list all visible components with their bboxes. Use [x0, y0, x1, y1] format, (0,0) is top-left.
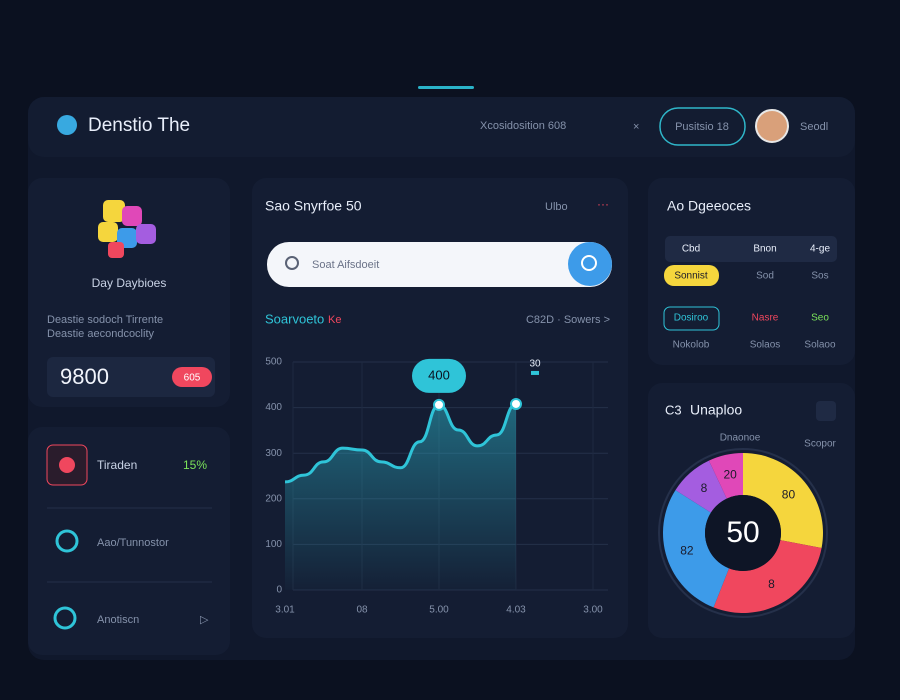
menu-label[interactable]: Aao/Tunnostor	[97, 537, 169, 549]
table-cell: Sos	[811, 271, 828, 282]
segment-label: 82	[680, 543, 694, 557]
expand-button[interactable]	[816, 401, 836, 421]
profile-card	[28, 178, 230, 407]
table-cell: Bnon	[753, 244, 776, 255]
y-tick-label: 200	[265, 493, 282, 504]
donut-side: Scopor	[804, 439, 836, 450]
profile-line: Deastie sodoch Tirrente	[47, 314, 163, 326]
tooltip-label: 400	[428, 367, 450, 382]
y-tick-label: 400	[265, 402, 282, 413]
donut-center: 50	[726, 516, 759, 549]
search-placeholder: Soat Aifsdoeit	[312, 259, 379, 271]
donut-segment[interactable]	[743, 453, 824, 548]
y-tick-label: 100	[265, 539, 282, 550]
y-tick-label: 300	[265, 448, 282, 459]
donut-ring	[658, 448, 828, 618]
segment-label: 8	[701, 481, 708, 495]
chart-card-action[interactable]: Ulbo	[545, 201, 568, 213]
header-info: Xcosidosition 608	[480, 120, 566, 132]
segment-label: 8	[768, 577, 775, 591]
segment-label: 80	[782, 488, 796, 502]
user-name: Seodl	[800, 121, 828, 133]
menu-value: 15%	[183, 458, 207, 472]
amount-badge	[172, 367, 212, 387]
donut-chart: 80 8 82 8 20 50	[663, 453, 824, 613]
device-table: Cbd Bnon 4-ge Sonnist Sod Sos Dosiroo Nasre Seo N…	[673, 244, 836, 351]
avatar[interactable]	[755, 109, 789, 143]
table-cell: Seo	[811, 313, 829, 324]
line-chart: 0 100 200 300 400 500 3.01 08 5.00 4.03 3.00 400 30	[265, 357, 608, 616]
top-indicator	[418, 86, 474, 89]
search-bar[interactable]	[267, 242, 612, 287]
x-tick-label: 4.03	[506, 605, 526, 616]
outline-pill	[663, 306, 720, 331]
chart-subtitle: Soarvoeto	[265, 311, 324, 326]
donut-segment[interactable]	[675, 460, 727, 513]
menu-icon	[53, 606, 77, 630]
annotation: 30	[529, 359, 541, 370]
highlight-pill	[664, 265, 719, 286]
profile-line: Deastie aecondcoclity	[47, 328, 155, 340]
close-icon[interactable]: ×	[633, 121, 639, 133]
amount-badge-label: 605	[184, 373, 201, 384]
brand-logo	[57, 115, 77, 135]
table-cell: Sod	[756, 271, 774, 282]
annotation-marker	[531, 370, 539, 375]
amount: 9800	[60, 364, 109, 389]
donut-title: Unaploo	[690, 402, 742, 418]
table-header	[665, 236, 837, 262]
chart-subtitle-tag: Ke	[328, 314, 341, 326]
donut-icon: C3	[665, 402, 682, 417]
header-button-label: Pusitsio 18	[675, 121, 729, 133]
tooltip	[412, 358, 466, 393]
point-marker[interactable]	[510, 397, 522, 410]
table-cell: Solaoo	[804, 340, 836, 351]
x-tick-label: 3.01	[275, 605, 295, 616]
donut-hole	[705, 495, 781, 571]
table-cell: Nokolob	[673, 340, 710, 351]
donut-segment[interactable]	[663, 490, 730, 608]
donut-segment[interactable]	[708, 453, 743, 499]
chart-filter[interactable]: C82D · Sowers >	[526, 314, 610, 326]
profile-title: Day Daybioes	[92, 276, 167, 290]
profile-icon	[98, 200, 156, 258]
menu-icon	[55, 529, 79, 553]
search-button[interactable]	[568, 242, 612, 286]
menu-arrow[interactable]: ▷	[200, 614, 209, 626]
x-tick-label: 3.00	[583, 605, 603, 616]
table-cell: 4-ge	[810, 244, 830, 255]
y-tick-label: 0	[276, 585, 282, 596]
line-area	[285, 403, 516, 590]
search-button-icon	[581, 255, 597, 271]
menu-label[interactable]: Tiraden	[97, 458, 137, 472]
table-cell: Sonnist	[674, 271, 708, 282]
line	[284, 402, 517, 484]
brand-name: Denstio The	[88, 115, 190, 136]
menu-icon-glyph	[59, 457, 75, 473]
x-tick-label: 08	[356, 605, 368, 616]
table-cell: Solaos	[750, 340, 781, 351]
chart-card-title: Sao Snyrfoe 50	[265, 198, 362, 214]
table-cell: Nasre	[752, 313, 779, 324]
more-menu[interactable]: ···	[597, 197, 609, 211]
y-tick-label: 500	[265, 357, 282, 368]
search-icon	[285, 256, 299, 270]
x-tick-label: 5.00	[429, 605, 449, 616]
donut-segment[interactable]	[713, 540, 822, 613]
table-cell: Dosiroo	[674, 313, 709, 324]
donut-caption: Dnaonoe	[720, 433, 761, 444]
menu-label[interactable]: Anotiscn	[97, 614, 139, 626]
header-button[interactable]	[659, 107, 746, 146]
table-cell: Cbd	[682, 244, 700, 255]
devices-title: Ao Dgeeoces	[667, 198, 751, 214]
segment-label: 20	[723, 468, 737, 482]
devices-card	[648, 178, 855, 365]
amount-box	[47, 357, 215, 397]
point-marker[interactable]	[433, 398, 445, 411]
header-bar	[28, 97, 855, 157]
